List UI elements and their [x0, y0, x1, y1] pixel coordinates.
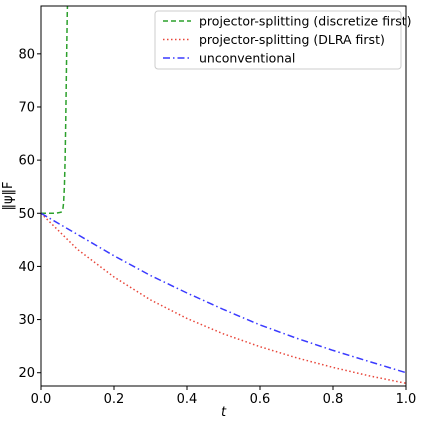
- y-tick-label: 60: [18, 154, 35, 169]
- legend-label: projector-splitting (discretize first): [199, 14, 412, 29]
- series-line-1: [41, 6, 69, 215]
- y-tick-label: 80: [18, 47, 35, 62]
- series-line-3: [41, 212, 406, 374]
- series-line-2: [41, 212, 406, 385]
- y-axis-label: ‖ψ‖F: [1, 181, 16, 210]
- x-tick-label: 0.8: [323, 392, 344, 407]
- y-tick-label: 20: [18, 366, 35, 381]
- y-tick-label: 40: [18, 260, 35, 275]
- y-tick-label: 30: [18, 313, 35, 328]
- plot-frame: [40, 5, 407, 387]
- x-tick-label: 0.0: [31, 392, 52, 407]
- y-axis: 20 30 40 50 60 70 80: [18, 47, 41, 381]
- y-tick-label: 70: [18, 100, 35, 115]
- plot-lines: [41, 6, 406, 385]
- legend-label: unconventional: [199, 51, 295, 66]
- x-axis: 0.0 0.2 0.4 0.6 0.8 1.0: [31, 386, 417, 407]
- legend-box: [154, 10, 402, 70]
- x-axis-label: t: [221, 405, 227, 420]
- x-tick-label: 0.6: [250, 392, 271, 407]
- x-tick-label: 0.2: [104, 392, 125, 407]
- y-tick-label: 50: [18, 207, 35, 222]
- x-tick-label: 1.0: [396, 392, 417, 407]
- legend-label: projector-splitting (DLRA first): [199, 32, 385, 47]
- x-tick-label: 0.4: [177, 392, 198, 407]
- legend: projector-splitting (discretize first) pr…: [154, 10, 412, 70]
